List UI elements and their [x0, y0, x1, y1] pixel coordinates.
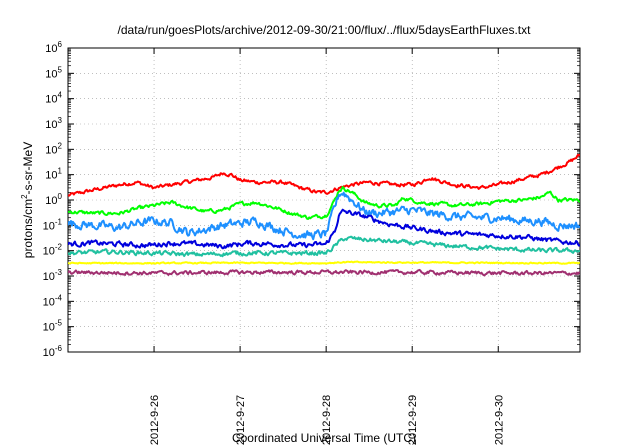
- y-tick-label-base: 10: [43, 220, 55, 232]
- y-tick-label-exp: 2: [58, 141, 63, 150]
- series-line-1: [68, 153, 580, 197]
- series-line-4: [68, 208, 580, 250]
- tick-labels: 10-610-510-410-310-210-11001011021031041…: [43, 40, 506, 445]
- y-tick-label: 10-3: [43, 268, 63, 283]
- y-axis-title: protons/cm2-s-sr-MeV: [20, 142, 35, 258]
- y-tick-label-base: 10: [45, 119, 57, 131]
- x-axis-title: Coordinated Universal Time (UTC): [232, 431, 416, 445]
- y-tick-label-exp: 1: [58, 167, 63, 176]
- y-tick-label-exp: -4: [55, 293, 63, 302]
- y-tick-label-exp: 0: [58, 192, 63, 201]
- y-tick-label-base: 10: [43, 271, 55, 283]
- y-tick-label-exp: 4: [58, 91, 63, 100]
- y-tick-label: 10-2: [43, 243, 63, 258]
- y-tick-label-base: 10: [45, 43, 57, 55]
- x-tick-label: 2012-9-30: [493, 395, 505, 445]
- y-tick-label-base: 10: [45, 195, 57, 207]
- y-tick-label: 10-4: [43, 293, 63, 308]
- y-tick-label-base: 10: [43, 347, 55, 359]
- y-tick-label: 102: [45, 141, 62, 156]
- y-tick-label-base: 10: [45, 144, 57, 156]
- y-tick-label-exp: 6: [58, 40, 63, 49]
- x-tick-label: 2012-9-26: [149, 395, 161, 445]
- y-tick-label-base: 10: [43, 322, 55, 334]
- y-tick-label: 103: [45, 116, 62, 131]
- y-tick-label: 100: [45, 192, 62, 207]
- x-tick-label: 2012-9-27: [235, 395, 247, 445]
- x-tick-label: 2012-9-28: [321, 395, 333, 445]
- series-line-6: [68, 260, 580, 265]
- y-tick-label-exp: -2: [55, 243, 63, 252]
- x-tick-label: 2012-9-29: [407, 395, 419, 445]
- y-tick-label-exp: -6: [55, 344, 63, 353]
- series-line-3: [68, 191, 580, 241]
- y-tick-label: 10-6: [43, 344, 63, 359]
- y-tick-label-base: 10: [45, 170, 57, 182]
- series-line-7: [68, 268, 580, 277]
- y-tick-label-base: 10: [45, 68, 57, 80]
- y-axis-title-base: protons/cm: [21, 199, 35, 258]
- y-axis-title-sup: 2: [20, 194, 29, 199]
- chart-title: /data/run/goesPlots/archive/2012-09-30/2…: [118, 23, 532, 37]
- y-tick-label-exp: 5: [58, 65, 63, 74]
- series-line-5: [68, 235, 580, 258]
- y-tick-label-base: 10: [43, 246, 55, 258]
- y-axis-title-rest: -s-sr-MeV: [21, 142, 35, 195]
- y-tick-label-exp: -1: [55, 217, 63, 226]
- series-lines: [68, 153, 580, 277]
- y-tick-label-exp: -3: [55, 268, 63, 277]
- y-tick-label-base: 10: [43, 296, 55, 308]
- y-tick-label-exp: -5: [55, 319, 63, 328]
- series-line-2: [68, 186, 580, 220]
- y-tick-label-exp: 3: [58, 116, 63, 125]
- axis-ticks: [68, 47, 580, 353]
- y-tick-label: 105: [45, 65, 62, 80]
- y-tick-label: 101: [45, 167, 62, 182]
- y-tick-label: 10-5: [43, 319, 63, 334]
- y-tick-label-base: 10: [45, 94, 57, 106]
- y-tick-label: 106: [45, 40, 62, 55]
- y-tick-label: 10-1: [43, 217, 63, 232]
- y-tick-label: 104: [45, 91, 62, 106]
